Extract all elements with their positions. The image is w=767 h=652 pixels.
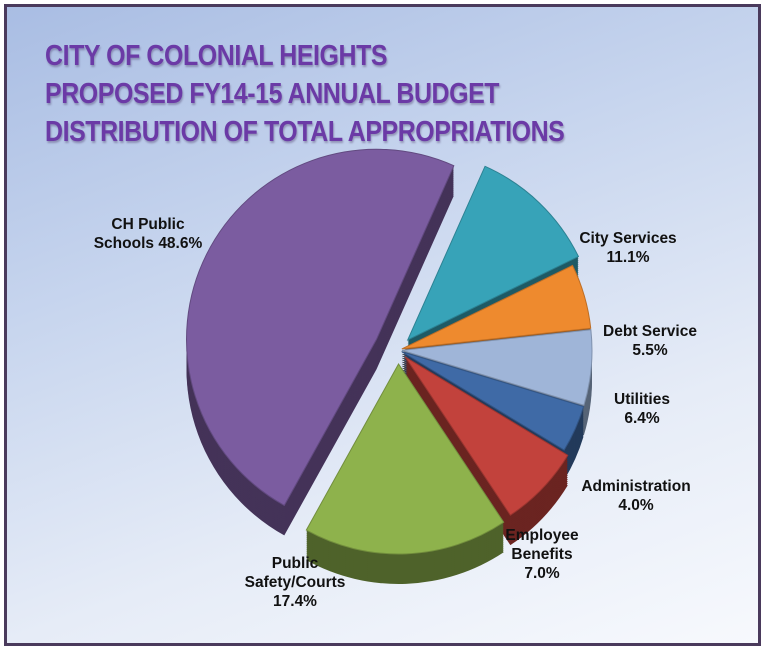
slice-label-5: Public Safety/Courts 17.4% xyxy=(245,555,346,610)
slice-label-2: Utilities 6.4% xyxy=(614,391,670,427)
slice-label-line: 11.1% xyxy=(606,249,649,266)
pie-top-layer xyxy=(186,148,593,555)
slice-label-line: Safety/Courts xyxy=(245,574,346,591)
pie-slice-2 xyxy=(401,329,593,406)
chart-title: CITY OF COLONIAL HEIGHTS PROPOSED FY14-1… xyxy=(45,37,565,151)
pie-slice-0 xyxy=(406,165,580,341)
slice-label-line: 5.5% xyxy=(632,342,668,359)
slice-label-line: Utilities xyxy=(614,391,670,408)
slice-label-line: Administration xyxy=(581,478,690,495)
pie-slice-6 xyxy=(186,148,455,507)
slice-label-line: Schools 48.6% xyxy=(94,235,203,252)
title-line-budget: PROPOSED FY14-15 ANNUAL BUDGET xyxy=(45,78,500,110)
slice-label-3: Administration 4.0% xyxy=(581,478,690,514)
slice-label-1: Debt Service 5.5% xyxy=(603,323,697,359)
slice-label-line: Debt Service xyxy=(603,323,697,340)
slice-label-line: City Services xyxy=(579,230,676,247)
slice-label-line: 6.4% xyxy=(624,410,660,427)
slice-label-4: Employee Benefits 7.0% xyxy=(505,527,579,582)
slice-label-line: 7.0% xyxy=(524,565,560,582)
slice-label-line: Employee xyxy=(505,527,579,544)
slice-label-6: CH Public Schools 48.6% xyxy=(94,216,203,252)
slice-label-line: 4.0% xyxy=(618,497,654,514)
pie-slice-5 xyxy=(305,363,505,555)
slice-label-line: Benefits xyxy=(511,546,572,563)
slice-label-line: CH Public xyxy=(111,216,185,233)
title-line-city: CITY OF COLONIAL HEIGHTS xyxy=(45,40,388,72)
pie-label-layer: City Services 11.1% Debt Service 5.5% Utilit… xyxy=(94,216,698,610)
slice-label-line: Public xyxy=(272,555,319,572)
pie-slice-4 xyxy=(404,356,569,516)
pie-slice-1 xyxy=(401,264,592,350)
slice-label-0: City Services 11.1% xyxy=(579,230,676,266)
slice-label-line: 17.4% xyxy=(273,593,317,610)
pie-slice-3 xyxy=(401,351,585,451)
title-line-distribution: DISTRIBUTION OF TOTAL APPROPRIATIONS xyxy=(45,116,565,148)
